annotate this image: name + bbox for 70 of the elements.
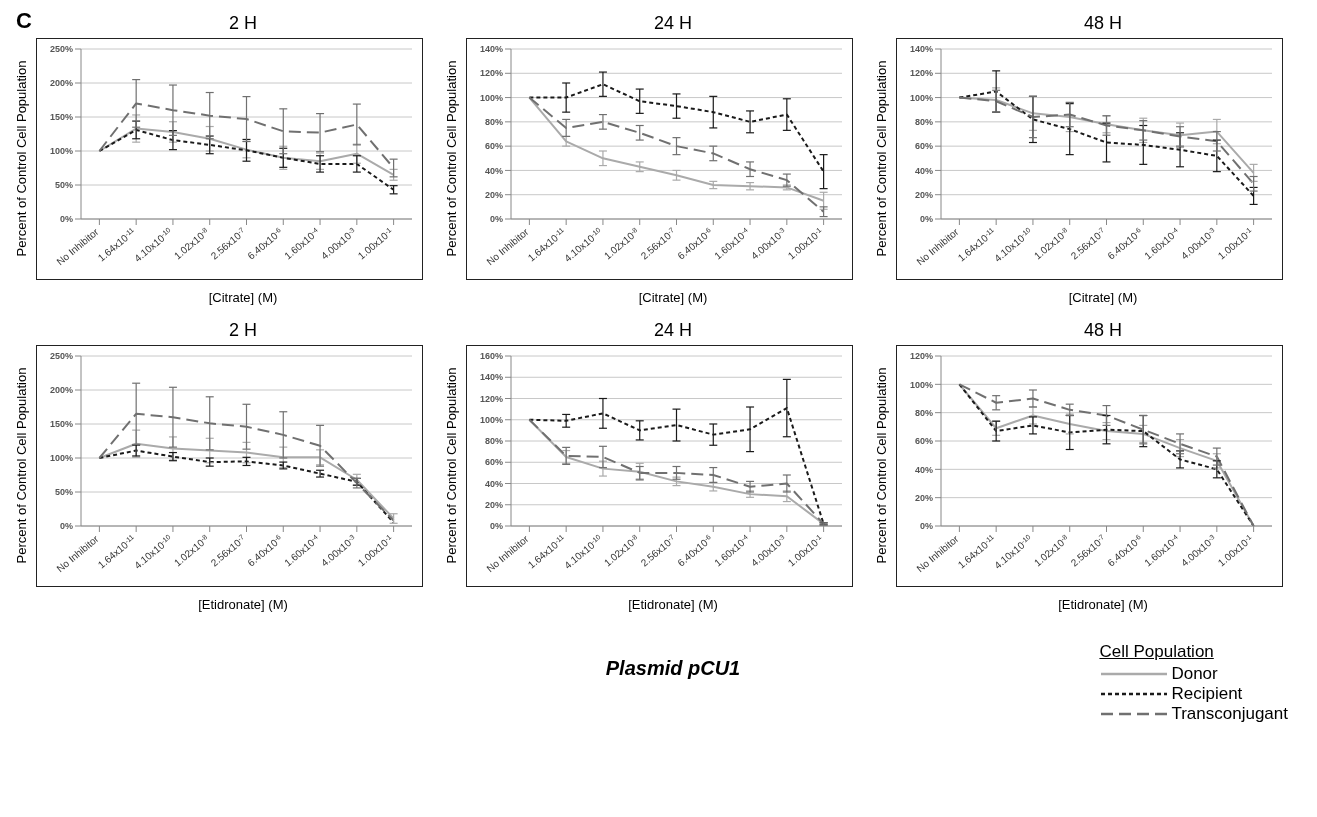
y-tick-label: 80% xyxy=(914,407,933,418)
y-tick-label: 60% xyxy=(484,457,503,468)
y-tick-label: 0% xyxy=(59,214,73,225)
chart-title: 24 H xyxy=(653,319,693,342)
y-tick-label: 150% xyxy=(49,419,73,430)
y-tick-label: 40% xyxy=(914,165,933,176)
y-tick-label: 80% xyxy=(914,117,933,128)
y-tick-label: 250% xyxy=(49,351,73,362)
y-axis-title: Percent of Control Cell Population xyxy=(874,60,890,256)
legend-title: Cell Population xyxy=(1099,642,1215,662)
line-series xyxy=(958,383,1255,526)
legend-label: Transconjugant xyxy=(1171,704,1288,724)
y-tick-label: 200% xyxy=(49,78,73,89)
legend-label: Recipient xyxy=(1171,684,1243,704)
y-tick-label: 80% xyxy=(484,117,503,128)
chart-title: 2 H xyxy=(228,13,257,33)
chart-title: 24 H xyxy=(653,12,693,35)
chart-title: 2 H xyxy=(228,319,258,342)
y-tick-label: 0% xyxy=(919,214,933,225)
y-tick-label: 120% xyxy=(479,393,503,404)
y-axis-title: Percent of Control Cell Population xyxy=(444,60,460,256)
y-tick-label: 60% xyxy=(914,436,933,447)
y-tick-label: 250% xyxy=(49,44,73,55)
y-tick-label: 80% xyxy=(484,436,503,447)
y-axis-title: Percent of Control Cell Population xyxy=(14,367,30,563)
y-tick-label: 140% xyxy=(909,44,933,55)
line-series xyxy=(98,128,395,191)
y-tick-label: 150% xyxy=(49,112,73,123)
chart-title: 48 H xyxy=(1083,12,1123,35)
y-tick-label: 140% xyxy=(479,44,503,55)
x-axis-title: [Citrate] (M) xyxy=(1067,290,1139,305)
y-axis-title: Percent of Control Cell Population xyxy=(444,367,460,563)
y-tick-label: 160% xyxy=(479,351,503,362)
y-tick-label: 20% xyxy=(484,189,503,200)
chart-title: 48 H xyxy=(1083,319,1123,342)
y-tick-label: 0% xyxy=(919,521,933,532)
y-tick-label: 20% xyxy=(914,492,933,503)
y-tick-label: 50% xyxy=(54,180,73,191)
x-axis-title: [Citrate] (M) xyxy=(207,290,279,305)
y-tick-label: 200% xyxy=(49,385,73,396)
x-axis-title: [Etidronate] (M) xyxy=(627,597,719,612)
x-axis-title: [Citrate] (M) xyxy=(637,290,709,305)
y-tick-label: 100% xyxy=(479,414,503,425)
y-tick-label: 100% xyxy=(479,92,503,103)
y-tick-label: 100% xyxy=(909,92,933,103)
y-tick-label: 140% xyxy=(479,372,503,383)
y-axis-title: Percent of Control Cell Population xyxy=(14,60,30,256)
y-tick-label: 0% xyxy=(59,521,73,532)
y-tick-label: 0% xyxy=(489,214,503,225)
text: C xyxy=(16,8,32,34)
y-axis-title: Percent of Control Cell Population xyxy=(874,367,890,563)
x-axis-title: [Etidronate] (M) xyxy=(1057,597,1149,612)
y-tick-label: 20% xyxy=(914,189,933,200)
y-tick-label: 40% xyxy=(484,165,503,176)
y-tick-label: 100% xyxy=(49,453,73,464)
y-tick-label: 40% xyxy=(914,464,933,475)
y-tick-label: 100% xyxy=(909,379,933,390)
y-tick-label: 20% xyxy=(484,499,503,510)
y-tick-label: 100% xyxy=(49,146,73,157)
y-tick-label: 50% xyxy=(54,487,73,498)
y-tick-label: 60% xyxy=(914,141,933,152)
y-tick-label: 120% xyxy=(909,68,933,79)
y-tick-label: 60% xyxy=(484,141,503,152)
y-tick-label: 120% xyxy=(479,68,503,79)
text: Plasmid pCU1 xyxy=(604,657,742,680)
y-tick-label: 0% xyxy=(489,521,503,532)
x-axis-title: [Etidronate] (M) xyxy=(197,597,289,612)
y-tick-label: 40% xyxy=(484,478,503,489)
y-tick-label: 120% xyxy=(909,351,933,362)
legend-label: Donor xyxy=(1171,664,1218,684)
